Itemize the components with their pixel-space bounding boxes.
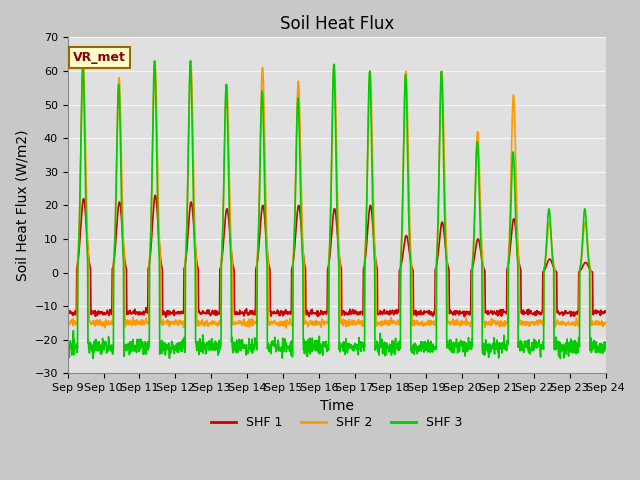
- SHF 1: [152, 192, 159, 198]
- SHF 2: [184, 198, 191, 204]
- SHF 2: [282, 325, 290, 331]
- SHF 2: [421, 323, 429, 328]
- Text: VR_met: VR_met: [73, 51, 126, 64]
- SHF 2: [539, 322, 547, 327]
- SHF 3: [557, 356, 564, 361]
- SHF 3: [184, 202, 191, 207]
- SHF 2: [187, 58, 195, 64]
- Line: SHF 3: SHF 3: [68, 61, 605, 359]
- SHF 3: [170, 350, 178, 356]
- SHF 3: [538, 343, 546, 348]
- SHF 1: [491, 310, 499, 315]
- SHF 2: [244, 322, 252, 328]
- SHF 3: [186, 58, 194, 64]
- Y-axis label: Soil Heat Flux (W/m2): Soil Heat Flux (W/m2): [15, 130, 29, 281]
- SHF 3: [602, 345, 609, 351]
- Line: SHF 1: SHF 1: [68, 195, 605, 317]
- SHF 1: [539, 309, 547, 314]
- SHF 3: [64, 353, 72, 359]
- SHF 1: [602, 309, 609, 315]
- Title: Soil Heat Flux: Soil Heat Flux: [280, 15, 394, 33]
- SHF 2: [64, 319, 72, 324]
- SHF 1: [172, 309, 179, 315]
- SHF 2: [602, 320, 609, 326]
- SHF 3: [491, 351, 499, 357]
- SHF 1: [184, 229, 192, 235]
- SHF 3: [420, 348, 428, 353]
- Legend: SHF 1, SHF 2, SHF 3: SHF 1, SHF 2, SHF 3: [206, 411, 467, 434]
- SHF 1: [162, 314, 170, 320]
- SHF 1: [244, 310, 252, 315]
- X-axis label: Time: Time: [320, 398, 354, 413]
- SHF 2: [491, 318, 499, 324]
- SHF 2: [170, 318, 178, 324]
- SHF 1: [421, 309, 429, 314]
- SHF 3: [244, 351, 252, 357]
- SHF 1: [64, 309, 72, 315]
- Line: SHF 2: SHF 2: [68, 61, 605, 328]
